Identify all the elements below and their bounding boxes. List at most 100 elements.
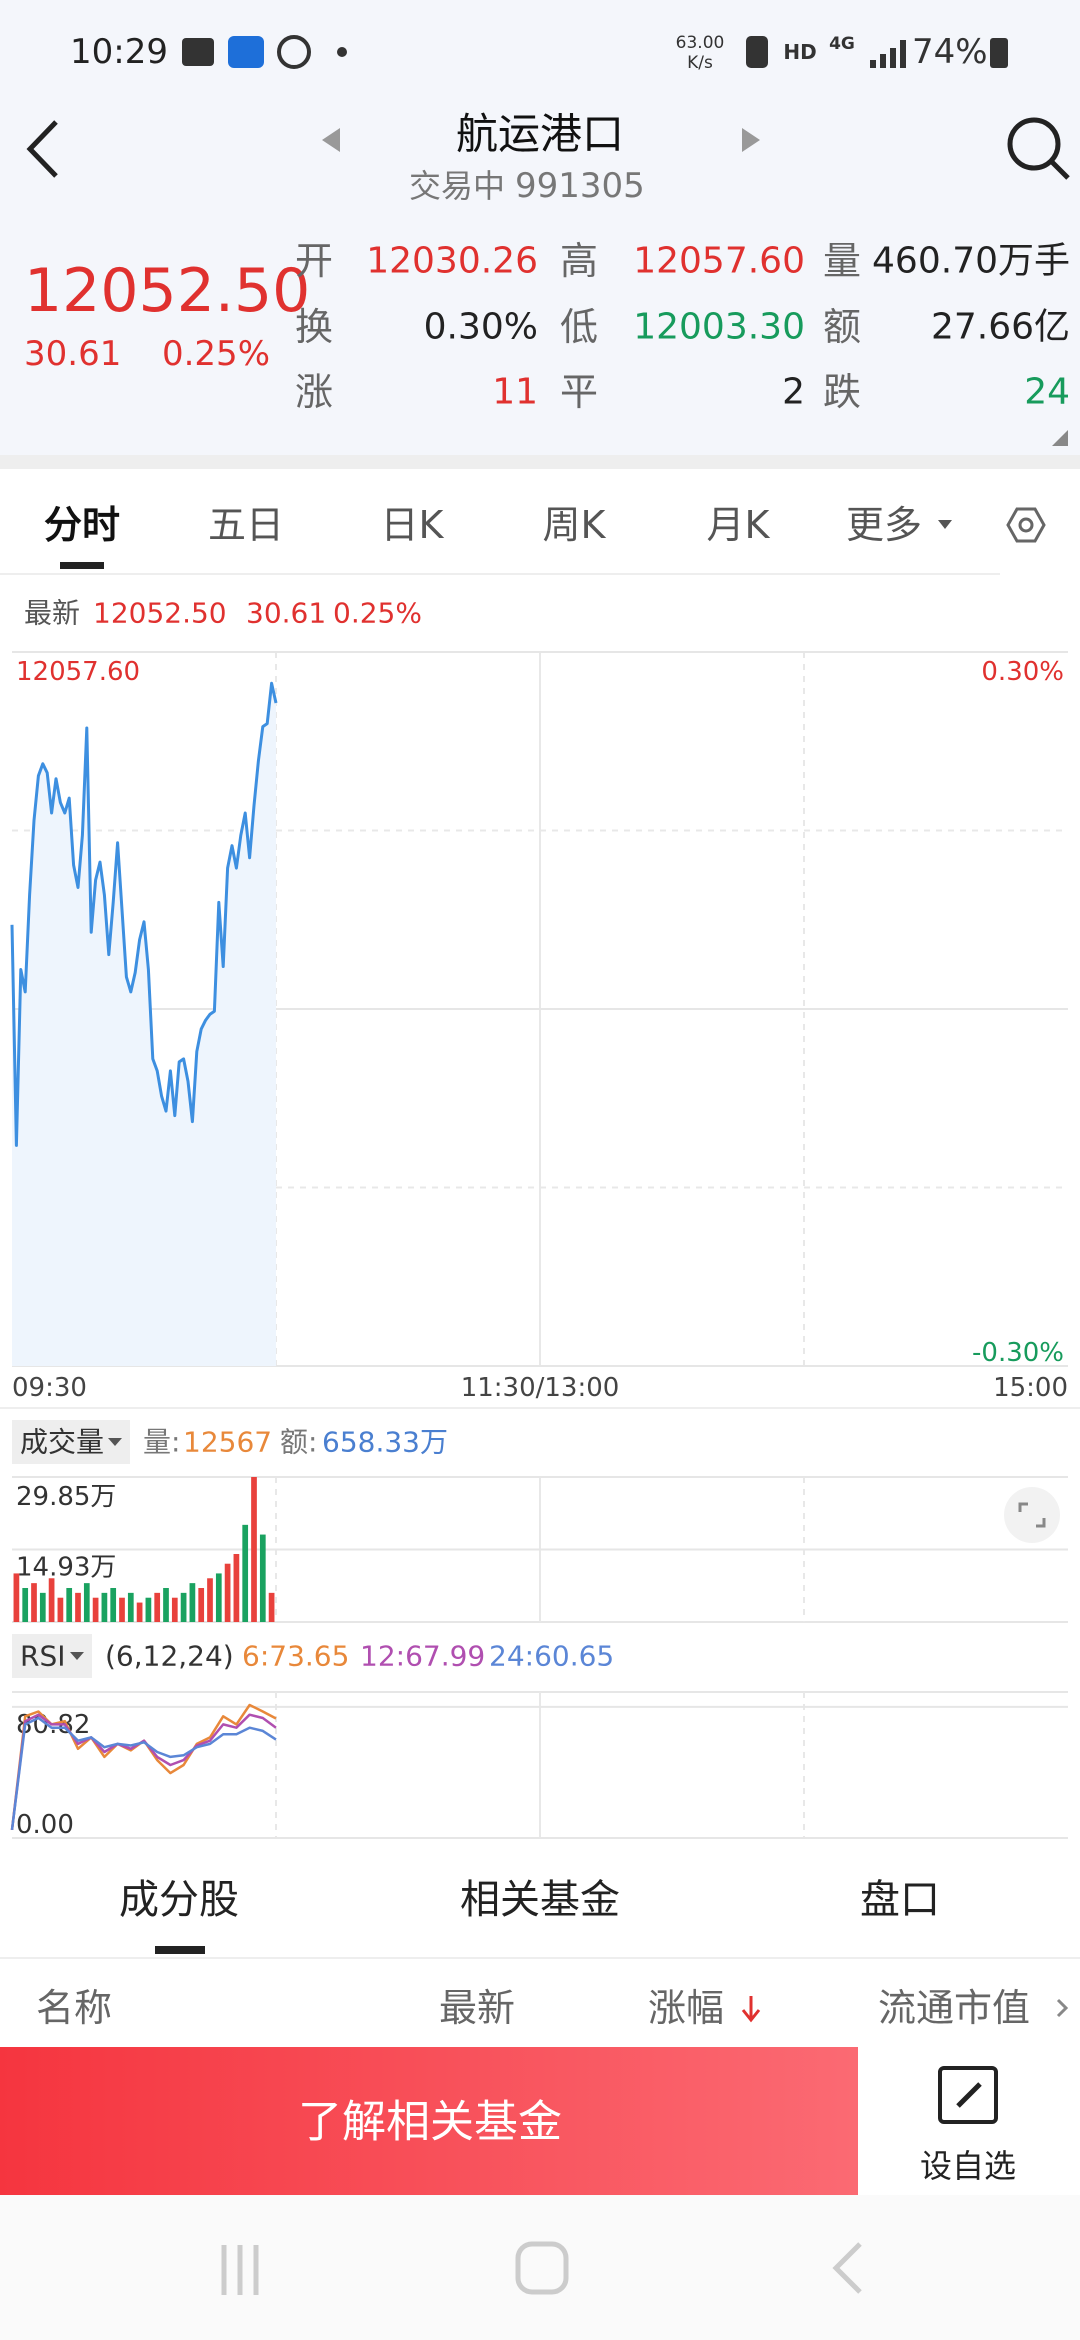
bar [110,1587,117,1622]
button-bg [0,2047,858,2195]
stat-label: 开 [295,239,333,283]
latest-price: 12052.50 [93,597,227,630]
amt-value: 658.33万 [322,1426,448,1459]
bar [145,1597,152,1622]
bar [119,1597,125,1622]
section-tab[interactable]: 成分股 [119,1877,239,1923]
settings-button[interactable] [1006,507,1046,543]
status-icon [228,36,264,68]
bar [92,1597,99,1622]
stat-label: 低 [560,305,598,349]
stat-label: 涨 [295,370,333,414]
bar [31,1583,37,1622]
bar [127,1592,134,1622]
latest-change: 30.61 [246,597,326,630]
nav-home[interactable] [515,2241,569,2295]
column-header[interactable]: 最新 [439,1986,515,2030]
signal-icon [870,40,906,68]
price-change: 30.61 [24,334,121,374]
y-tick-label: 12057.60 [16,657,140,687]
stat-value: 27.66亿 [931,307,1070,348]
edit-icon [956,2082,982,2108]
dropdown-arrow [938,520,952,529]
stat-label: 高 [560,239,598,283]
bar [251,1477,257,1622]
stat-value: 11 [492,372,538,413]
fullscreen-button[interactable] [1004,1487,1060,1543]
stat-value: 12057.60 [633,241,805,282]
period-tab[interactable]: 月K [707,503,771,547]
indicator-select[interactable] [12,1420,130,1464]
bar [215,1573,222,1622]
status-speed-unit: K/s [687,53,713,73]
section-tabs: 成分股 相关基金 盘口 [119,1877,940,1923]
x-tick-label: 09:30 [12,1373,87,1403]
column-header[interactable]: 涨幅 [648,1986,724,2030]
dropdown-arrow [108,1438,122,1446]
stat-value: 2 [782,372,805,413]
sort-arrow [741,1996,761,2023]
next-button[interactable] [742,128,760,152]
prev-button[interactable] [322,128,340,152]
tab-indicator [155,1946,205,1954]
nav-recent[interactable] [221,2245,259,2295]
stat-label: 量 [823,239,861,283]
y-tick-label: 0.00 [16,1810,74,1840]
status-hd: HD [783,40,816,64]
status-dot [337,47,347,57]
bar [180,1592,187,1622]
rsi-label: RSI [20,1640,66,1673]
status-speed: 63.00 [676,33,725,53]
stat-value: 12030.26 [366,241,538,282]
expand-corner[interactable] [1052,430,1068,446]
separator [0,455,1080,469]
bar [75,1592,81,1622]
search-button[interactable] [1007,117,1070,180]
battery-icon [990,38,1008,68]
status-icon [182,38,214,66]
search-icon [1007,117,1061,171]
x-tick-label: 11:30/13:00 [461,1373,620,1403]
bar [171,1597,178,1622]
area-fill [12,683,276,1366]
stat-value: 12003.30 [633,307,805,348]
section-tab[interactable]: 盘口 [860,1877,940,1923]
period-tab[interactable]: 五日 [208,503,284,547]
legend-entry: 24:60.65 [489,1640,614,1673]
back-button[interactable] [26,120,58,178]
y2-tick-label: -0.30% [972,1338,1064,1368]
watch-button[interactable]: 设自选 [920,2066,1016,2185]
bar [22,1587,29,1622]
legend-entry: 6:73.65 [242,1640,349,1673]
tab-indicator [60,562,104,569]
primary-button[interactable]: 了解相关基金 [0,2047,858,2195]
watch-label: 设自选 [920,2147,1016,2185]
period-tab[interactable]: 更多 [846,503,922,547]
button-label: 了解相关基金 [298,2097,562,2148]
status-time: 10:29 [70,32,168,72]
column-header[interactable]: 名称 [36,1986,112,2030]
y-tick-label: 29.85万 [16,1482,116,1512]
bar [83,1583,90,1622]
section-tab[interactable]: 相关基金 [460,1877,620,1923]
bar [207,1578,213,1622]
period-tab[interactable]: 周K [543,503,607,547]
vol-value: 12567 [183,1426,272,1459]
stat-label: 平 [560,370,598,414]
header-bg [0,0,1080,455]
line [10,1716,277,1831]
page-title: 航运港口 [456,110,624,159]
nav-back[interactable] [832,2242,862,2294]
period-tab[interactable]: 日K [381,503,445,547]
line [10,681,278,1147]
bar [101,1592,108,1622]
bar [57,1597,64,1622]
stat-value: 24 [1024,372,1070,413]
latest-label: 最新 [24,597,80,630]
bar [268,1592,275,1622]
stat-label: 跌 [823,370,861,414]
x-tick-label: 15:00 [993,1373,1068,1403]
period-tab[interactable]: 分时 [44,503,120,547]
column-header[interactable]: 流通市值 [878,1986,1030,2030]
